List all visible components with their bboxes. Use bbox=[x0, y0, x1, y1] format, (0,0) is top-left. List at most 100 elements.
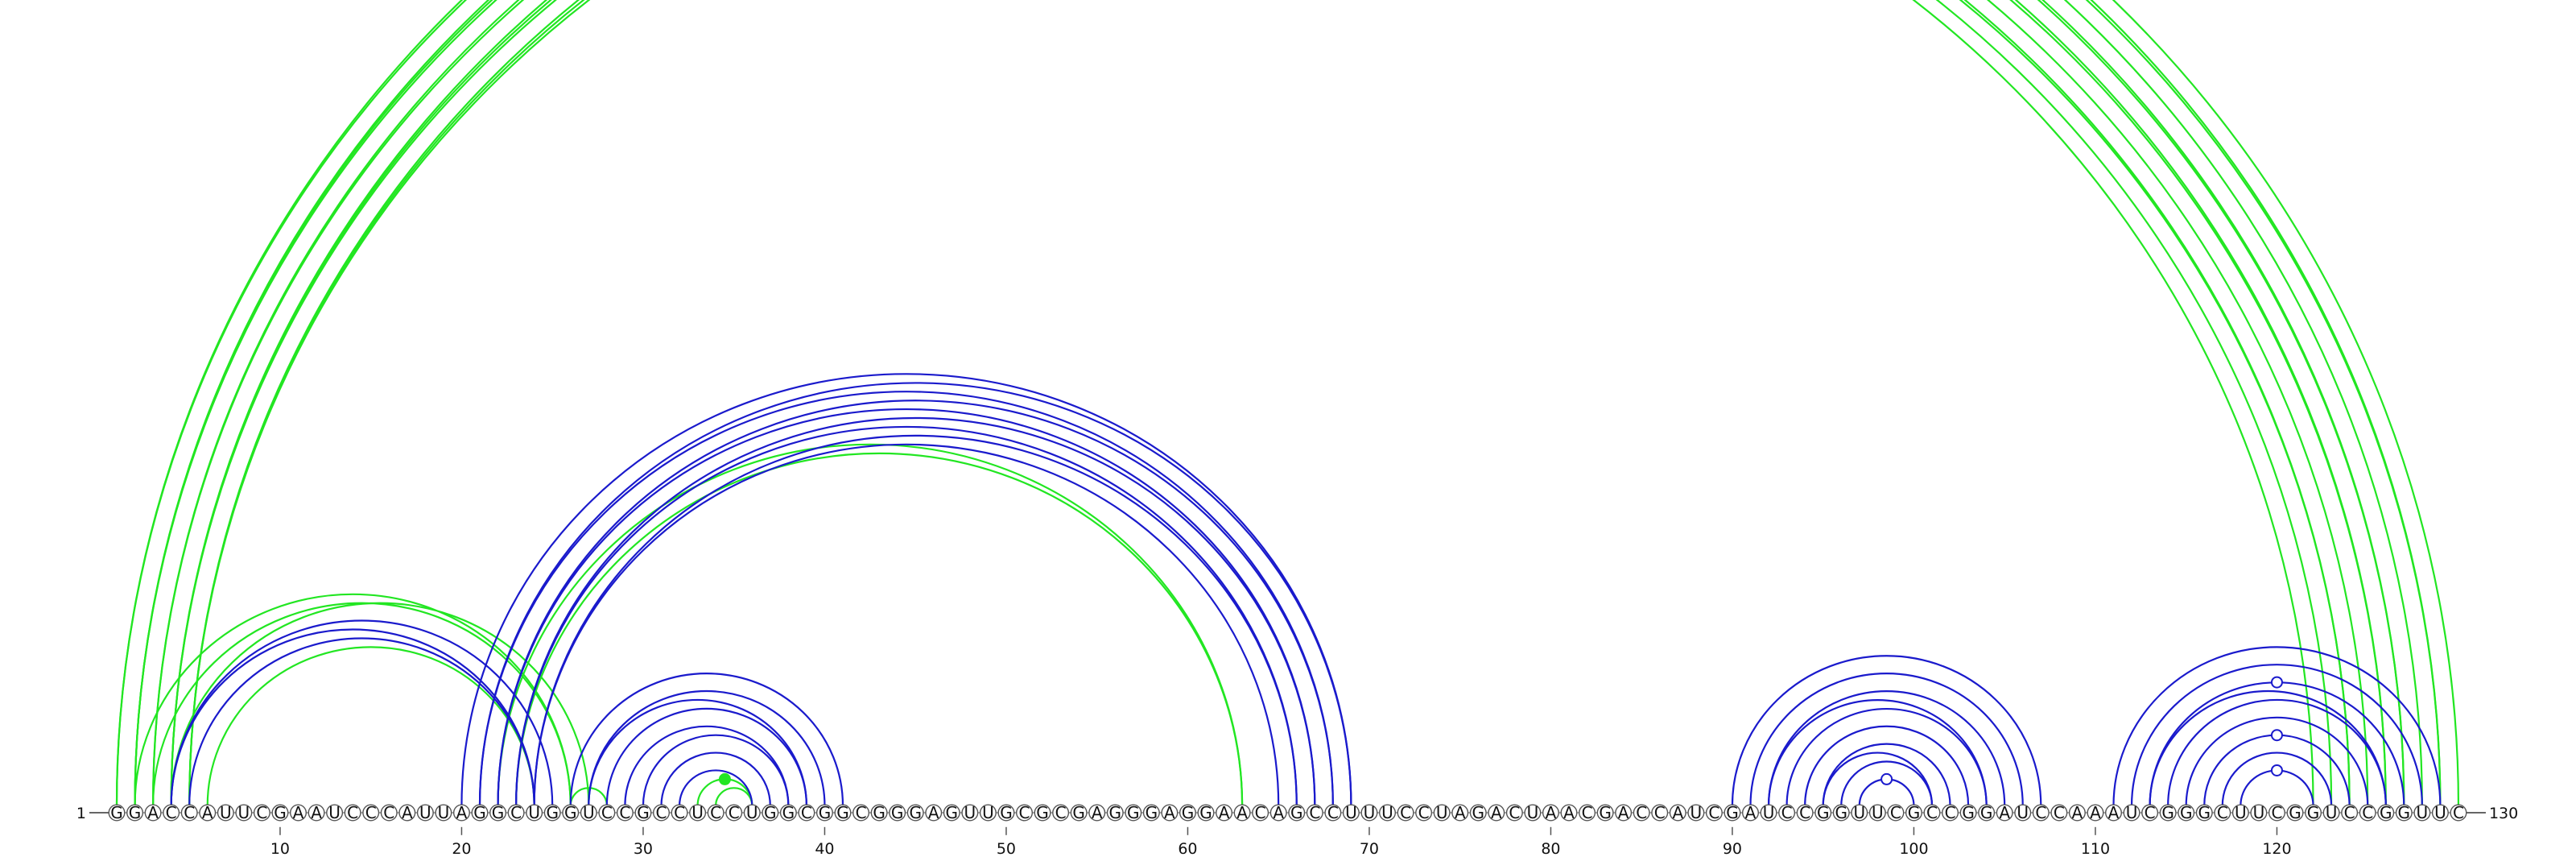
nucleotide: A bbox=[1741, 803, 1759, 822]
nucleotide-circle bbox=[1796, 804, 1814, 822]
nucleotide-circle bbox=[1778, 804, 1796, 822]
nucleotide-circle bbox=[1378, 804, 1396, 822]
nucleotide-circle bbox=[2359, 804, 2376, 822]
nucleotide-circle bbox=[653, 804, 671, 822]
nucleotide-letter: C bbox=[1418, 803, 1430, 822]
nucleotide: C bbox=[163, 803, 180, 822]
nucleotide-letter: U bbox=[746, 803, 758, 822]
nucleotide: U bbox=[743, 803, 761, 822]
nucleotide-circle bbox=[1505, 804, 1523, 822]
nucleotide: A bbox=[2104, 803, 2122, 822]
nucleotide-letter: C bbox=[1890, 803, 1901, 822]
nucleotide-circle bbox=[1342, 804, 1360, 822]
nucleotide: G bbox=[1978, 803, 1996, 822]
nucleotide: G bbox=[1832, 803, 1850, 822]
green-base-pair-arc bbox=[170, 602, 590, 806]
nucleotide-circle bbox=[2413, 804, 2431, 822]
nucleotide-letter: U bbox=[1872, 803, 1884, 822]
nucleotide-circle bbox=[1669, 804, 1686, 822]
nucleotide: C bbox=[253, 803, 270, 822]
nucleotide-letter: C bbox=[1945, 803, 1956, 822]
nucleotide-letter: C bbox=[729, 803, 740, 822]
nucleotide-letter: U bbox=[238, 803, 250, 822]
nucleotide-circle bbox=[1724, 804, 1741, 822]
nucleotide: G bbox=[1179, 803, 1196, 822]
nucleotide-circle bbox=[2450, 804, 2467, 822]
nucleotide: G bbox=[1724, 803, 1741, 822]
nucleotide-letter: C bbox=[256, 803, 267, 822]
nucleotide-letter: A bbox=[928, 803, 939, 822]
nucleotide-letter: C bbox=[1582, 803, 1593, 822]
nucleotide-letter: U bbox=[2017, 803, 2029, 822]
nucleotide: A bbox=[1669, 803, 1686, 822]
nucleotide-letter: U bbox=[691, 803, 704, 822]
nucleotide: C bbox=[1397, 803, 1414, 822]
nucleotide: G bbox=[1034, 803, 1051, 822]
tick-label: 40 bbox=[815, 840, 834, 857]
nucleotide-circle bbox=[362, 804, 380, 822]
blue-base-pair-arc bbox=[642, 734, 790, 806]
nucleotide: C bbox=[344, 803, 361, 822]
nucleotide-letter: C bbox=[365, 803, 377, 822]
nucleotide-letter: U bbox=[2434, 803, 2446, 822]
nucleotide-circle bbox=[1814, 804, 1832, 822]
blue-base-pair-arc bbox=[2221, 751, 2333, 806]
nucleotide: C bbox=[2341, 803, 2359, 822]
nucleotide-circle bbox=[2231, 804, 2249, 822]
nucleotide-circle bbox=[108, 804, 126, 822]
nucleotide-letter: A bbox=[1999, 803, 2010, 822]
blue-base-pair-arc bbox=[533, 443, 1280, 806]
nucleotide: U bbox=[2123, 803, 2140, 822]
nucleotide-circle bbox=[398, 804, 416, 822]
nucleotide-circle bbox=[1269, 804, 1287, 822]
nucleotide: G bbox=[471, 803, 489, 822]
nucleotide: U bbox=[1687, 803, 1705, 822]
nucleotide-circle bbox=[1488, 804, 1505, 822]
blue-base-pair-arc bbox=[460, 373, 1352, 806]
nucleotide-letter: A bbox=[311, 803, 322, 822]
nucleotide: U bbox=[1851, 803, 1868, 822]
blue-base-pair-arc bbox=[497, 408, 1316, 806]
nucleotide-circle bbox=[689, 804, 707, 822]
nucleotide-circle bbox=[471, 804, 489, 822]
nucleotide: C bbox=[1887, 803, 1905, 822]
nucleotide-letter: A bbox=[2108, 803, 2120, 822]
nucleotide: U bbox=[2014, 803, 2032, 822]
nucleotide: G bbox=[2178, 803, 2195, 822]
nucleotide-circle bbox=[217, 804, 234, 822]
nucleotide-letter: G bbox=[891, 803, 904, 822]
nucleotide-circle bbox=[1996, 804, 2013, 822]
nucleotide-letter: G bbox=[1199, 803, 1212, 822]
nucleotide: A bbox=[1560, 803, 1578, 822]
nucleotide-letter: A bbox=[2090, 803, 2101, 822]
nucleotide: G bbox=[1905, 803, 1922, 822]
nucleotide-circle bbox=[1142, 804, 1160, 822]
nucleotide-circle bbox=[1942, 804, 1959, 822]
position-ticks: 10 20 30 40 50 60 70 80 90 100 110 120 bbox=[270, 826, 2292, 857]
nucleotide-letter: C bbox=[1636, 803, 1647, 822]
blue-base-pair-arc bbox=[2185, 716, 2369, 806]
nucleotide-circle bbox=[1615, 804, 1633, 822]
nucleotide-circle bbox=[1052, 804, 1070, 822]
nucleotide-circle bbox=[671, 804, 688, 822]
nucleotide: C bbox=[725, 803, 743, 822]
nucleotide: A bbox=[1161, 803, 1179, 822]
nucleotide: U bbox=[217, 803, 234, 822]
blue-base-pair-arc bbox=[2167, 698, 2387, 806]
nucleotide-circle bbox=[1905, 804, 1922, 822]
green-base-pair-arc bbox=[569, 787, 608, 806]
nucleotide-letter: G bbox=[2289, 803, 2301, 822]
nucleotide-letter: G bbox=[546, 803, 559, 822]
nucleotide-circle bbox=[1360, 804, 1378, 822]
nucleotide-letter: G bbox=[1472, 803, 1485, 822]
nucleotide-circle bbox=[489, 804, 507, 822]
nucleotide-circle bbox=[2014, 804, 2032, 822]
nucleotide: G bbox=[562, 803, 580, 822]
nucleotide-letter: G bbox=[946, 803, 959, 822]
nucleotide: G bbox=[2395, 803, 2413, 822]
nucleotide-circle bbox=[906, 804, 924, 822]
nucleotide-circle bbox=[1197, 804, 1215, 822]
nucleotide-letter: G bbox=[637, 803, 650, 822]
nucleotide-letter: C bbox=[1309, 803, 1320, 822]
